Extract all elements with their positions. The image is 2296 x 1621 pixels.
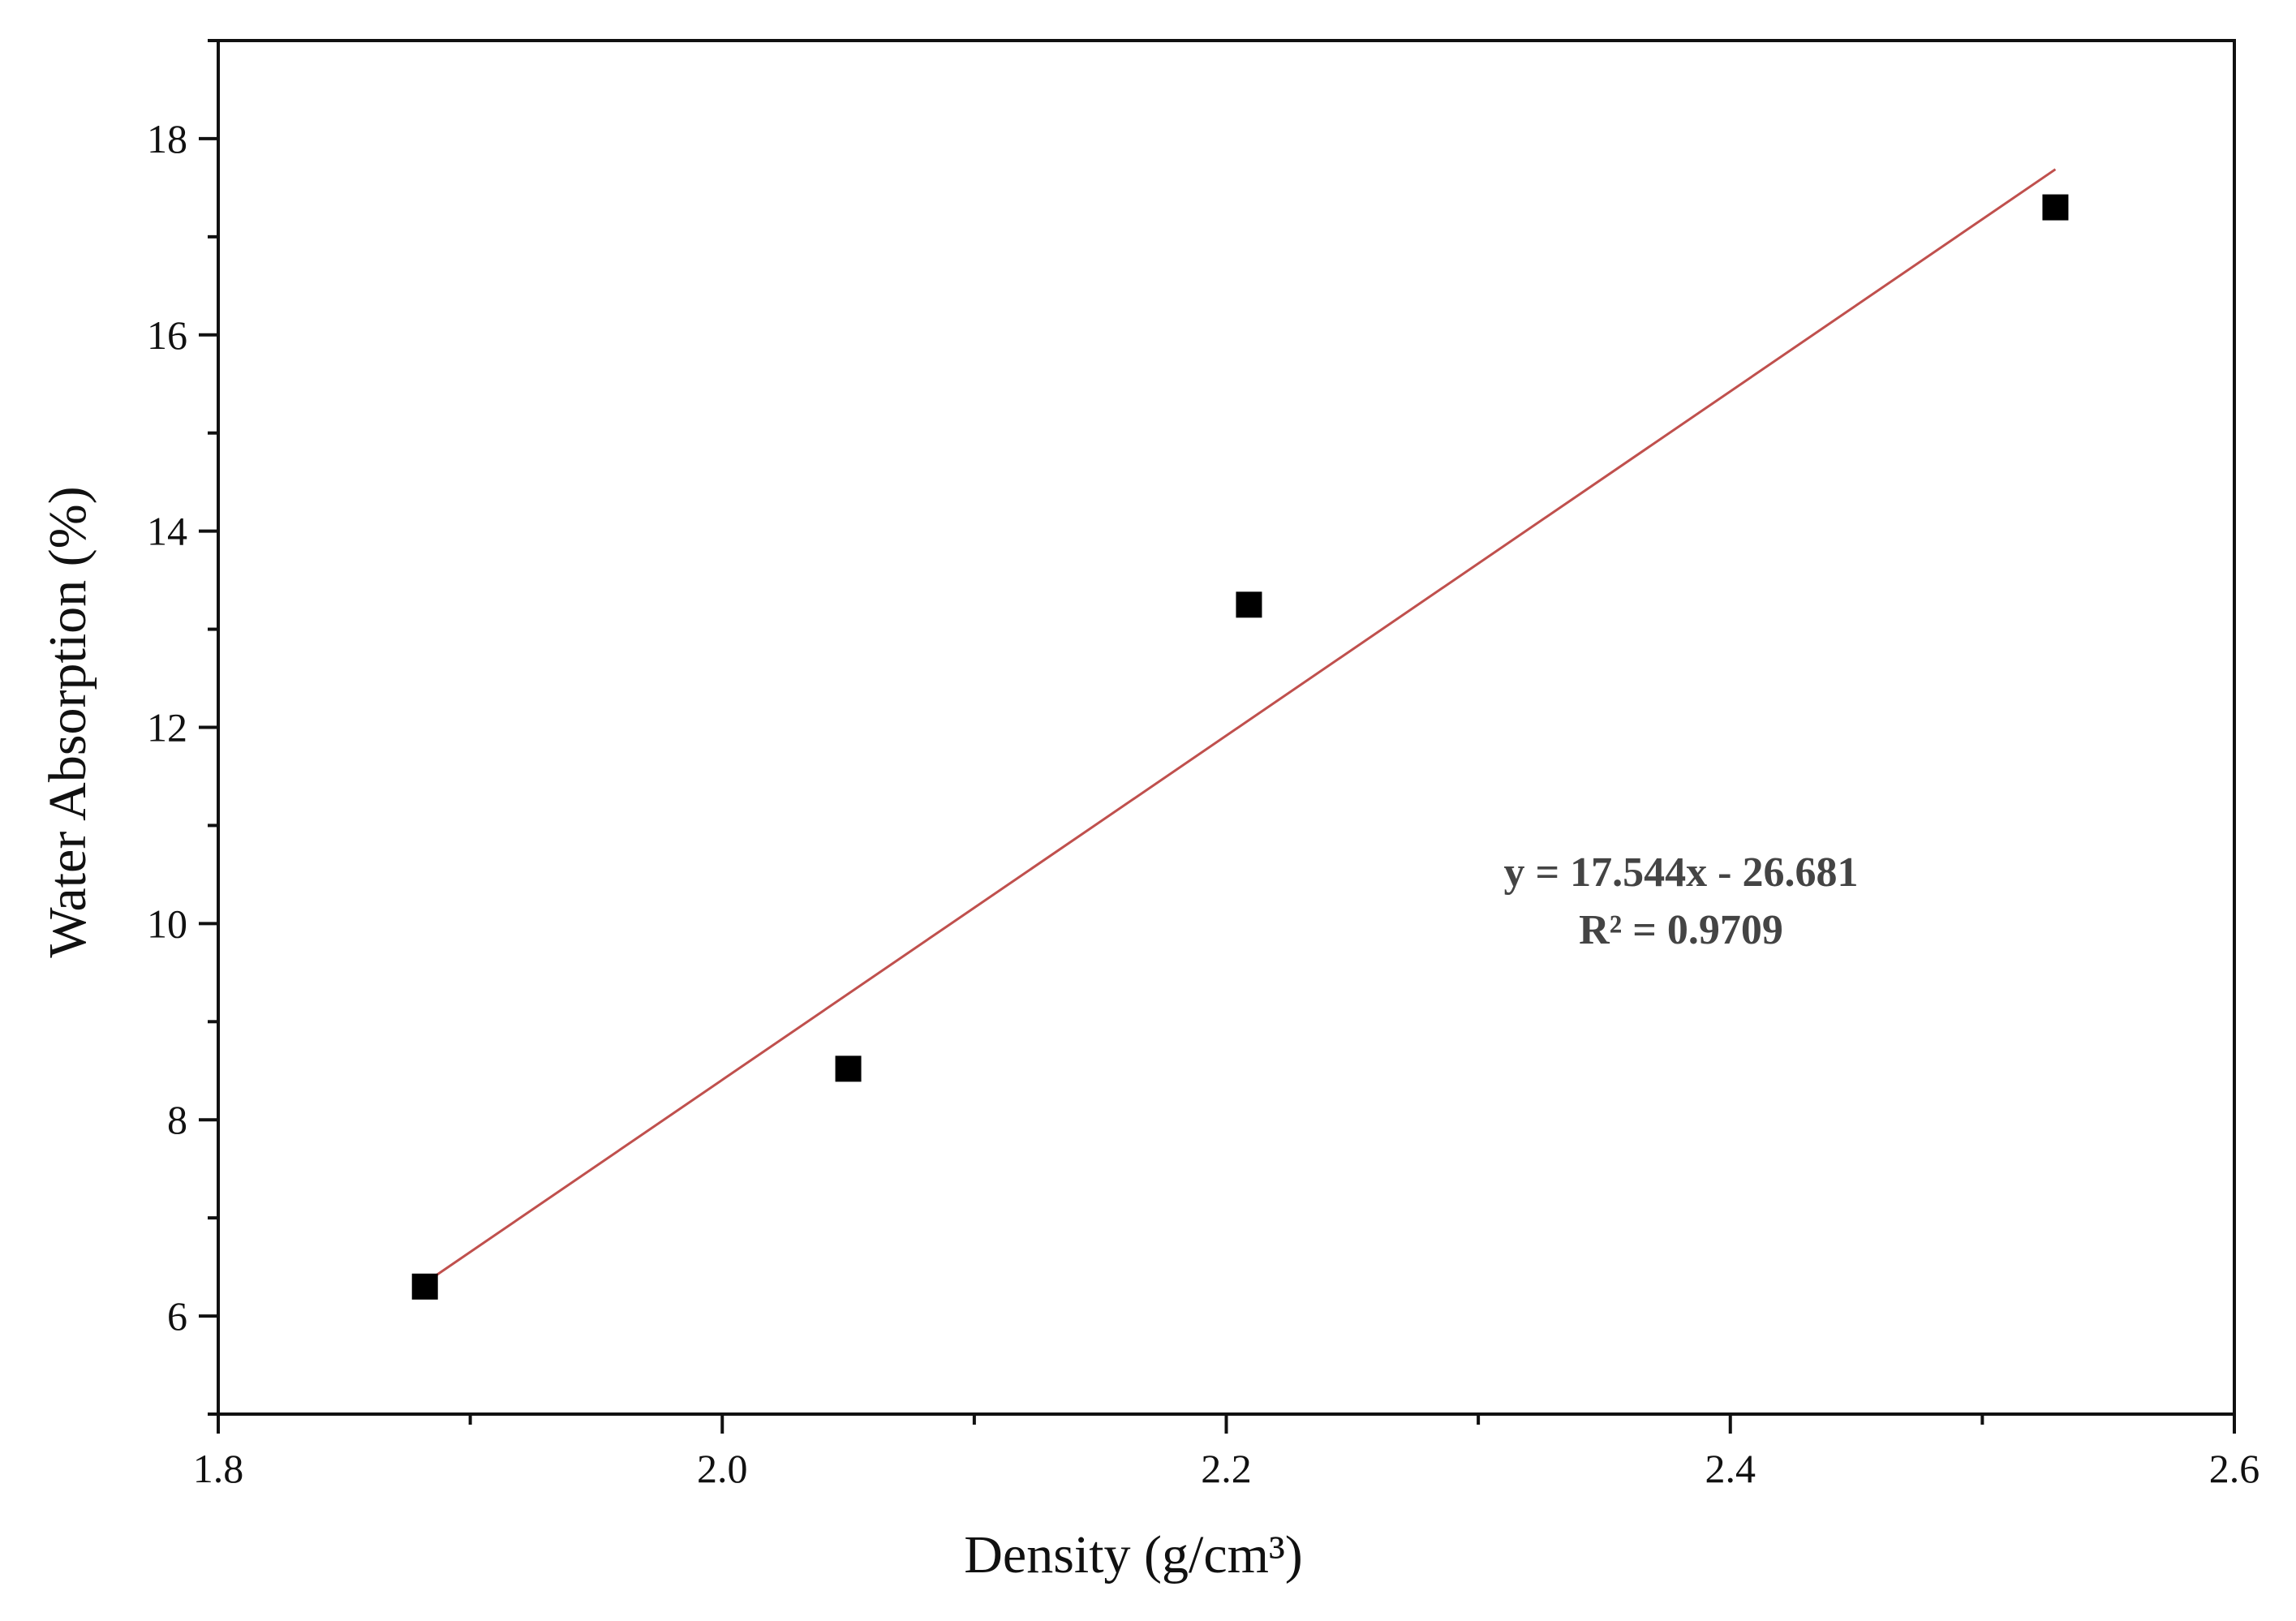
data-points — [411, 194, 2069, 1300]
y-tick-label: 6 — [167, 1293, 187, 1339]
trendline-equation: y = 17.544x - 26.681 — [1504, 849, 1859, 896]
linear-trendline — [424, 168, 2057, 1284]
y-tick-label: 18 — [147, 116, 187, 161]
y-tick-label: 14 — [147, 509, 187, 554]
y-tick-label: 16 — [147, 312, 187, 358]
x-axis-title: Density (g/cm³) — [964, 1525, 1303, 1584]
trendline-r-squared: R² = 0.9709 — [1579, 907, 1783, 953]
y-tick-label: 12 — [147, 705, 187, 750]
y-axis-title: Water Absorption (%) — [38, 486, 97, 957]
data-point-square — [2042, 194, 2069, 221]
y-tick-label: 10 — [147, 901, 187, 946]
y-axis: 6 8 10 12 14 16 18 — [147, 39, 218, 1416]
x-tick-label: 2.6 — [2209, 1446, 2260, 1491]
x-tick-label: 2.4 — [1705, 1446, 1756, 1491]
y-tick-label: 8 — [167, 1097, 187, 1142]
plot-frame — [217, 39, 2236, 1416]
data-point-square — [1236, 591, 1262, 618]
x-axis: 1.8 2.0 2.2 2.4 2.6 — [193, 1414, 2260, 1491]
trendline-group — [424, 168, 2057, 1284]
x-tick-label: 2.0 — [697, 1446, 748, 1491]
x-tick-label: 1.8 — [193, 1446, 244, 1491]
data-point-square — [411, 1273, 438, 1300]
data-point-square — [835, 1056, 862, 1082]
x-tick-label: 2.2 — [1201, 1446, 1252, 1491]
